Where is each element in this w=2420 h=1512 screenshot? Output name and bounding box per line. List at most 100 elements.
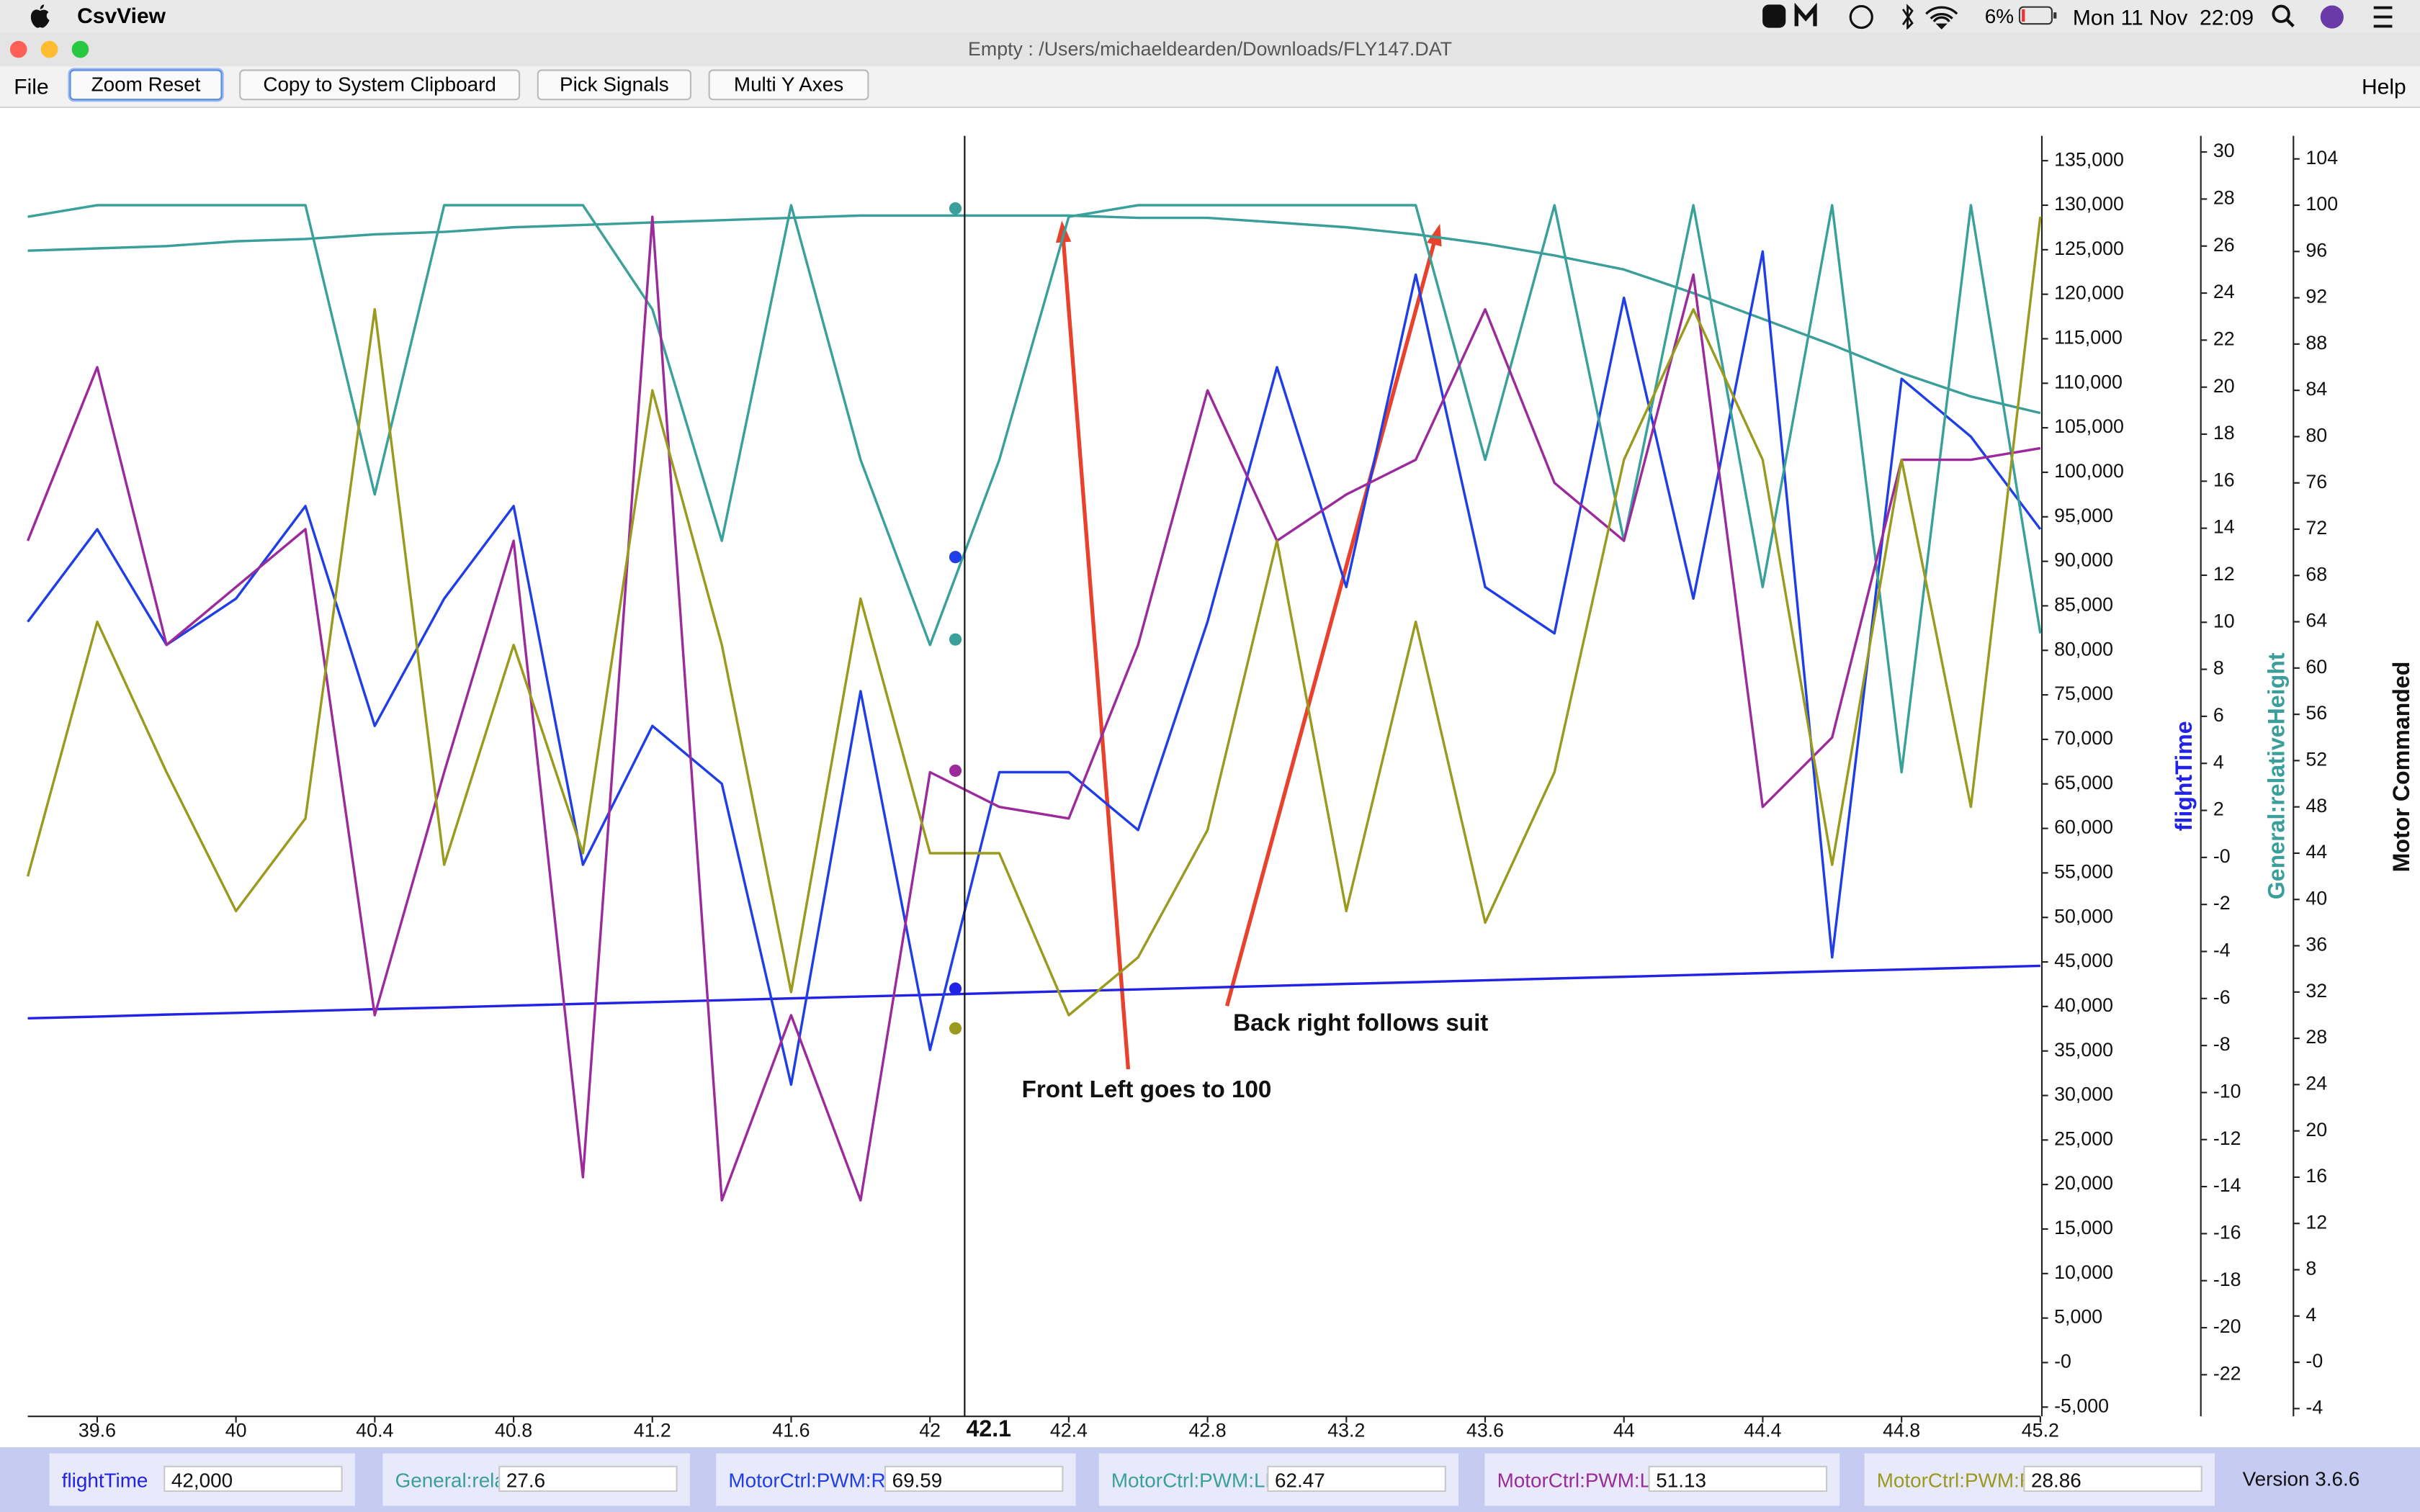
signal-field: General:relativeHeight 27.6 [382, 1453, 690, 1506]
annotation: Front Left goes to 100 [1022, 1076, 1272, 1103]
x-tick-label: 42 [919, 1420, 941, 1441]
x-tick-label: 44 [1613, 1420, 1635, 1441]
y-tick-label: 92 [2305, 286, 2327, 307]
y-tick-label: 30,000 [2054, 1084, 2113, 1105]
toolbar: File Zoom Reset Copy to System Clipboard… [0, 66, 2420, 108]
apple-logo[interactable] [28, 3, 53, 29]
y-tick-label: 16 [2305, 1165, 2327, 1187]
copy-button[interactable]: Copy to System Clipboard [239, 69, 521, 101]
y-tick-label: -5,000 [2054, 1395, 2109, 1416]
icon[interactable] [1901, 4, 1914, 30]
siri-icon[interactable] [2320, 5, 2344, 29]
y-tick-label: 90,000 [2054, 549, 2113, 571]
y-tick-label: 36 [2305, 934, 2327, 955]
y-tick-label: 48 [2305, 795, 2327, 816]
y-axis-title: flightTime [2171, 721, 2197, 831]
cursor-dot [949, 982, 962, 995]
icon[interactable] [1794, 3, 1817, 27]
clock[interactable]: Mon 11 Nov 22:09 [2072, 4, 2254, 30]
status-icons [1762, 3, 1958, 30]
icon[interactable] [1762, 4, 1786, 28]
signal-value[interactable]: 69.59 [884, 1465, 1064, 1493]
y-tick-label: 8 [2305, 1258, 2316, 1279]
signal-field: MotorCtrl:PWM:LBack 51.13 [1484, 1453, 1840, 1506]
series-line [27, 964, 2040, 1020]
x-tick-label: 44.8 [1883, 1420, 1920, 1441]
y-tick-label: 32 [2305, 980, 2327, 1002]
signal-value[interactable]: 28.86 [2023, 1465, 2202, 1493]
x-tick-label: 42.8 [1189, 1420, 1227, 1441]
series-line [26, 216, 2042, 1017]
y-tick-label: -2 [2213, 892, 2231, 914]
icon[interactable] [1925, 6, 1958, 30]
y-tick-label: 10 [2213, 610, 2235, 631]
y-tick-label: 40 [2305, 887, 2327, 909]
multi-y-axes-button[interactable]: Multi Y Axes [708, 69, 869, 101]
search-icon[interactable] [2272, 4, 2290, 23]
zoom-reset-button[interactable]: Zoom Reset [69, 69, 223, 101]
y-tick-label: 28 [2305, 1026, 2327, 1048]
signal-value[interactable]: 51.13 [1648, 1465, 1828, 1493]
chart-background [0, 108, 2420, 1447]
y-tick-label: 70,000 [2054, 727, 2113, 749]
y-tick-label: 25,000 [2054, 1128, 2113, 1149]
x-tick-label: 39.6 [79, 1420, 116, 1441]
x-tick-label: 43.6 [1466, 1420, 1504, 1441]
signal-value[interactable]: 62.47 [1267, 1465, 1446, 1493]
series-line [27, 214, 2041, 415]
y-tick-label: 56 [2305, 702, 2327, 724]
y-tick-label: 12 [2305, 1211, 2327, 1233]
y-tick-label: 80 [2305, 424, 2327, 446]
x-tick-label: 40 [225, 1420, 247, 1441]
x-tick-label: 43.2 [1327, 1420, 1365, 1441]
minimize-button[interactable] [40, 40, 58, 58]
y-tick-label: 40,000 [2054, 994, 2113, 1016]
y-tick-label: 20 [2213, 375, 2235, 397]
y-tick-label: 22 [2213, 328, 2235, 349]
menu-bar: CsvView 6% Mon 11 Nov 22:09 [0, 0, 2420, 32]
signal-field: MotorCtrl:PWM:RFront 69.59 [716, 1453, 1076, 1506]
y-tick-label: 68 [2305, 563, 2327, 585]
battery-icon[interactable] [2018, 6, 2059, 27]
search-icon[interactable] [2286, 19, 2295, 27]
x-tick-label: 44.4 [1744, 1420, 1781, 1441]
signal-field: MotorCtrl:PWM:RBack 28.86 [1864, 1453, 2215, 1506]
zoom-button[interactable] [71, 40, 89, 58]
y-tick-label: 10,000 [2054, 1261, 2113, 1283]
y-tick-label: 105,000 [2054, 415, 2124, 437]
y-tick-label: 85,000 [2054, 594, 2113, 616]
close-button[interactable] [9, 40, 27, 58]
y-tick-label: 16 [2213, 469, 2235, 490]
y-tick-label: -22 [2213, 1362, 2241, 1384]
y-tick-label: 76 [2305, 471, 2327, 492]
app-name[interactable]: CsvView [77, 3, 166, 28]
y-tick-label: 115,000 [2054, 327, 2123, 348]
signal-value[interactable]: 27.6 [498, 1465, 678, 1493]
y-tick-label: -16 [2213, 1221, 2241, 1243]
y-tick-label: -4 [2213, 940, 2231, 961]
help-menu[interactable]: Help [2362, 73, 2406, 99]
signal-name: flightTime [61, 1468, 148, 1493]
annotation-arrow [1224, 243, 1436, 1007]
pick-signals-button[interactable]: Pick Signals [537, 69, 691, 101]
control-icon[interactable] [2373, 6, 2393, 28]
y-tick-label: 35,000 [2054, 1039, 2113, 1061]
icon[interactable] [1849, 4, 1873, 30]
battery-percent[interactable]: 6% [1984, 4, 2014, 28]
cursor-label: 42.1 [967, 1416, 1012, 1441]
y-tick-label: 64 [2305, 610, 2327, 631]
y-tick-label: -0 [2305, 1350, 2323, 1372]
y-tick-label: 20,000 [2054, 1172, 2113, 1194]
y-tick-label: -0 [2213, 845, 2231, 867]
chart[interactable]: Front Left goes to 100 Back right follow… [0, 108, 2420, 1447]
y-tick-label: 28 [2213, 187, 2235, 209]
signal-value[interactable]: 42,000 [163, 1465, 343, 1493]
y-tick-label: -0 [2054, 1351, 2071, 1372]
y-tick-label: 96 [2305, 239, 2327, 261]
series-line [26, 215, 2041, 1202]
y-tick-label: 52 [2305, 748, 2327, 770]
y-tick-label: 50,000 [2054, 905, 2113, 927]
cursor-dot [949, 202, 962, 215]
file-menu[interactable]: File [14, 73, 49, 99]
